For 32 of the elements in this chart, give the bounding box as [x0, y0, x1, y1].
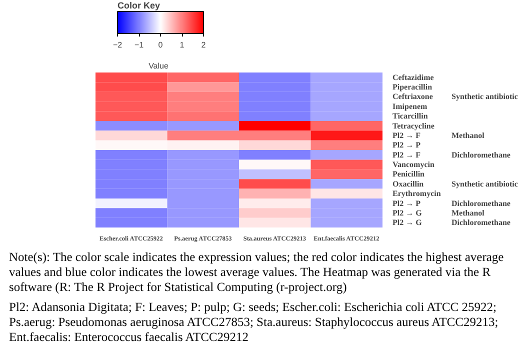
y2-tick-label: Synthetic antibiotic [452, 179, 518, 188]
y-tick-label: Ceftazidime [392, 72, 434, 82]
y-tick-label: Pl2 → P [392, 140, 421, 150]
y-tick-label: Erythromycin [392, 189, 442, 198]
y-tick-label: Pl2 → G [392, 208, 422, 218]
y-tick-label: Imipenem [392, 102, 428, 111]
color-bar-label: −2 [112, 40, 123, 50]
text: Note(s): The color scale indicates the expression values; the red color indicates the highest average values and blue color indicates the lowest average values. The Heatmap was generated via the R software (R: The R Project for Statistical Computing (r-project.org) [9, 250, 505, 295]
y2-tick-label: Dichloromethane [452, 150, 511, 160]
y-tick-label: Piperacillin [392, 82, 433, 92]
color-bar-label: 0 [158, 40, 164, 50]
y2-tick-label: Dichloromethane [452, 218, 511, 228]
y2-tick-label: Synthetic antibiotic [452, 92, 518, 102]
y-tick-label: Pl2 → F [392, 150, 421, 160]
color-bar-label: −1 [134, 40, 144, 50]
color-bar-label: 1 [180, 40, 185, 50]
y-tick-label: Pl2 → P [392, 198, 421, 208]
color-bar-title: Value [148, 62, 169, 70]
y-tick-label: Pl2 → F [392, 130, 421, 140]
legend-title: Color Key [118, 0, 160, 10]
color-bar-label: 2 [201, 40, 206, 50]
y-tick-label: Ticarcillin [392, 112, 428, 121]
y-tick-label: Pl2 → G [392, 218, 422, 228]
y2-tick-label: Dichloromethane [452, 198, 511, 208]
y2-tick-label: Methanol [452, 208, 486, 218]
y2-tick-label: Methanol [452, 130, 486, 140]
y-tick-label: Oxacillin [392, 179, 424, 188]
y-tick-label: Vancomycin [392, 160, 435, 170]
y-tick-label: Penicillin [392, 170, 426, 179]
y-tick-label: Ceftriaxone [392, 92, 434, 102]
y-tick-label: Tetracycline [392, 121, 435, 130]
text: Pl2: Adansonia Digitata; F: Leaves; P: pulp; G: seeds; Escher.coli: Escherichia coli ATCC 25922; Ps.aerug: Pseudomonas aeruginosa ATCC27853; Sta.aureus: Staphylococcus aureus ATCC29213; Ent.faecalis: Enterococcus faecalis ATCC29212 [9, 300, 500, 345]
